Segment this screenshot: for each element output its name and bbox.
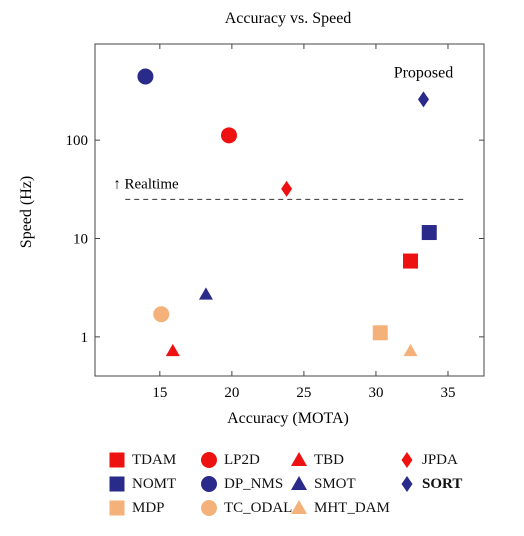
legend-item-lp2d: LP2D: [200, 449, 260, 471]
proposed-annotation: Proposed: [394, 64, 454, 81]
legend-triangle-marker: [291, 452, 307, 466]
legend-item-sort: SORT: [398, 473, 462, 495]
x-axis-label: Accuracy (MOTA): [227, 410, 349, 427]
legend-triangle-marker: [291, 500, 307, 514]
point-nomt: [421, 225, 437, 241]
point-lp2d: [220, 127, 237, 144]
point-tdam: [403, 253, 419, 269]
legend-item-nomt: NOMT: [108, 473, 176, 495]
legend: TDAM LP2D TBD JPDA NOMT DP_NMS SMOT SORT MDP TC_O…: [108, 449, 508, 521]
legend-label: MHT_DAM: [314, 499, 390, 516]
x-tick-label: 20: [224, 385, 239, 401]
legend-item-mdp: MDP: [108, 497, 165, 519]
y-tick-label: 100: [66, 133, 89, 149]
legend-label: SMOT: [314, 475, 356, 492]
legend-label: JPDA: [422, 451, 458, 468]
point-mdp: [372, 325, 388, 341]
y-axis: 1 10 100: [66, 133, 484, 346]
point-jpda: [281, 180, 293, 197]
y-tick-label: 1: [81, 330, 89, 346]
legend-item-smot: SMOT: [290, 473, 356, 495]
y-axis-label: Speed (Hz): [18, 176, 35, 248]
y-tick-label: 10: [73, 232, 88, 248]
point-sort: [417, 91, 429, 108]
legend-item-tbd: TBD: [290, 449, 344, 471]
legend-label: MDP: [132, 499, 165, 516]
point-mht-dam: [403, 343, 418, 357]
legend-label: DP_NMS: [224, 475, 284, 492]
x-tick-label: 15: [152, 385, 167, 401]
x-axis: 15 20 25 30 35: [152, 44, 455, 401]
x-tick-label: 30: [368, 385, 383, 401]
legend-circle-marker: [201, 500, 217, 516]
legend-label: SORT: [422, 475, 463, 492]
legend-square-marker: [109, 500, 125, 516]
legend-item-tc-odal: TC_ODAL: [200, 497, 292, 519]
legend-label: TC_ODAL: [224, 499, 293, 516]
legend-circle-marker: [201, 476, 217, 492]
data-points: [137, 68, 437, 357]
legend-label: TDAM: [132, 451, 177, 468]
legend-label: TBD: [314, 451, 344, 468]
legend-item-jpda: JPDA: [398, 449, 458, 471]
point-tbd: [165, 343, 180, 357]
point-smot: [198, 287, 213, 300]
chart-title: Accuracy vs. Speed: [225, 10, 352, 27]
legend-item-dp-nms: DP_NMS: [200, 473, 283, 495]
legend-label: LP2D: [224, 451, 260, 468]
legend-diamond-marker: [401, 452, 413, 468]
x-tick-label: 35: [440, 385, 455, 401]
point-tc-odal: [153, 306, 170, 323]
legend-square-marker: [109, 452, 125, 468]
legend-item-mht-dam: MHT_DAM: [290, 497, 390, 519]
point-dp-nms: [137, 68, 154, 85]
legend-circle-marker: [201, 452, 217, 468]
legend-diamond-marker: [401, 476, 413, 492]
x-tick-label: 25: [296, 385, 311, 401]
legend-square-marker: [109, 476, 125, 492]
realtime-label: ↑ Realtime: [113, 176, 179, 192]
legend-label: NOMT: [132, 475, 177, 492]
legend-item-tdam: TDAM: [108, 449, 176, 471]
plot-frame: [94, 43, 485, 377]
legend-triangle-marker: [291, 476, 307, 490]
